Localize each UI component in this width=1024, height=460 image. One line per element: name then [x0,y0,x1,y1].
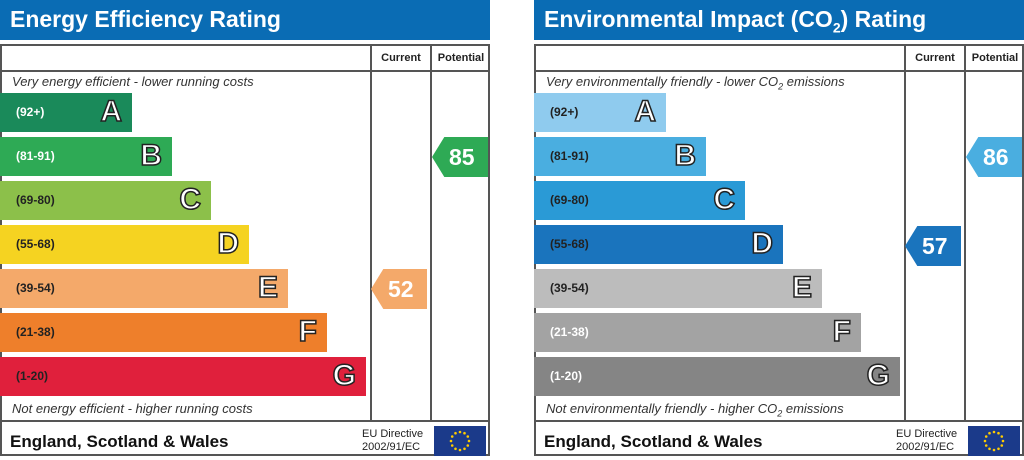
divider [536,420,1022,422]
potential-rating-arrow: 85 [432,137,488,177]
divider [430,46,432,420]
band-a: (92+) A [534,93,666,132]
divider [536,70,1022,72]
band-range: (1-20) [16,369,49,383]
band-b: (81-91) B [0,137,172,176]
current-rating-arrow: 57 [905,226,961,266]
potential-column-header: Potential [437,52,485,64]
band-letter: G [332,358,357,393]
band-e: (39-54) E [534,269,822,308]
band-range: (81-91) [16,149,55,163]
band-range: (69-80) [550,193,589,207]
top-note: Very environmentally friendly - lower CO… [546,74,845,92]
eu-directive: EU Directive 2002/91/EC [362,428,424,453]
eu-flag-icon [434,426,486,456]
region-label: England, Scotland & Wales [544,432,763,451]
band-range: (39-54) [550,281,589,295]
band-letter: A [634,94,657,129]
divider [370,46,372,420]
band-c: (69-80) C [0,181,211,220]
band-letter: B [140,138,163,173]
band-f: (21-38) F [534,313,861,352]
potential-rating-arrow: 86 [966,137,1022,177]
band-letter: F [298,314,318,349]
divider [964,46,966,420]
band-range: (92+) [550,105,579,119]
band-range: (81-91) [550,149,589,163]
band-d: (55-68) D [534,225,783,264]
bottom-note: Not environmentally friendly - higher CO… [546,401,844,419]
top-note: Very energy efficient - lower running co… [12,74,254,89]
band-f: (21-38) F [0,313,327,352]
band-range: (55-68) [16,237,55,251]
divider [904,46,906,420]
bottom-note: Not energy efficient - higher running co… [12,401,253,416]
potential-column-header: Potential [971,52,1019,64]
band-range: (92+) [16,105,45,119]
current-rating-arrow: 52 [371,269,427,309]
current-column-header: Current [381,52,421,64]
band-range: (21-38) [16,325,55,339]
band-range: (21-38) [550,325,589,339]
energy-efficiency-panel: Energy Efficiency Rating Current Potenti… [0,0,490,460]
band-g: (1-20) G [0,357,366,396]
band-range: (55-68) [550,237,589,251]
band-letter: E [791,270,813,305]
environmental-impact-panel: Environmental Impact (CO2) Rating Curren… [534,0,1024,460]
band-range: (69-80) [16,193,55,207]
band-letter: D [751,226,774,261]
band-range: (39-54) [16,281,55,295]
divider [2,420,488,422]
band-letter: F [832,314,852,349]
band-c: (69-80) C [534,181,745,220]
band-letter: C [179,182,202,217]
band-g: (1-20) G [534,357,900,396]
band-letter: A [100,94,123,129]
divider [2,70,488,72]
panel-title: Environmental Impact (CO2) Rating [534,0,1024,40]
panel-title: Energy Efficiency Rating [0,0,490,40]
eu-flag-icon [968,426,1020,456]
band-letter: B [674,138,697,173]
band-d: (55-68) D [0,225,249,264]
current-column-header: Current [915,52,955,64]
eu-directive: EU Directive 2002/91/EC [896,428,958,453]
band-letter: E [257,270,279,305]
band-range: (1-20) [550,369,583,383]
band-letter: D [217,226,240,261]
band-letter: G [866,358,891,393]
band-a: (92+) A [0,93,132,132]
region-label: England, Scotland & Wales [10,432,229,451]
band-letter: C [713,182,736,217]
band-b: (81-91) B [534,137,706,176]
band-e: (39-54) E [0,269,288,308]
